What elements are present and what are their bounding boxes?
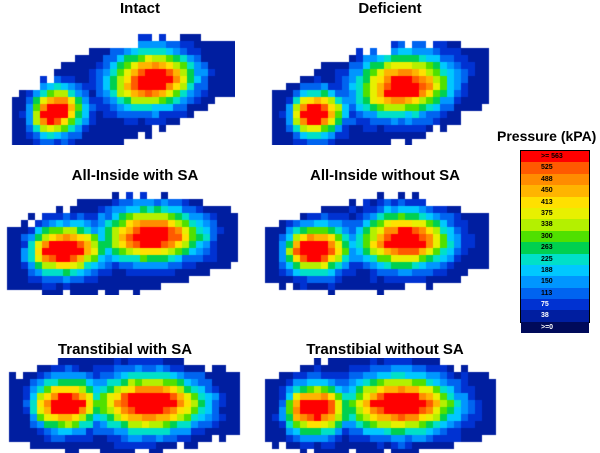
legend-label: 413 <box>541 198 553 206</box>
legend-swatch: 150 <box>521 276 589 288</box>
legend-label: 263 <box>541 244 553 252</box>
panel-title-allinside-without: All-Inside without SA <box>310 167 460 184</box>
legend-colorbar: >= 563 525 488 450 413 375 338 300 263 225 188 150 1… <box>520 150 590 334</box>
legend-swatch: 113 <box>521 287 589 300</box>
legend-label: 113 <box>541 289 553 297</box>
legend-label: 450 <box>541 187 553 195</box>
pressure-map-allinside-without <box>258 185 498 295</box>
legend-label: 150 <box>541 278 553 286</box>
legend-swatch: 263 <box>521 242 589 254</box>
legend-label: 225 <box>541 255 553 263</box>
legend-label: 38 <box>541 312 549 320</box>
pressure-map-deficient <box>265 20 495 145</box>
legend-label: 300 <box>541 232 553 240</box>
legend-label: 488 <box>541 175 553 183</box>
panel-title-deficient: Deficient <box>358 0 422 17</box>
panel-title-transtibial-without: Transtibial without SA <box>306 341 464 358</box>
legend-swatch: 413 <box>521 196 589 208</box>
panel-title-intact: Intact <box>119 0 160 17</box>
legend-swatch: 488 <box>521 173 589 186</box>
legend-swatch: 300 <box>521 230 589 243</box>
pressure-map-transtibial-without <box>258 358 498 453</box>
legend-swatch: 525 <box>521 162 589 174</box>
pressure-map-allinside-with <box>0 185 240 295</box>
panel-title-transtibial-with: Transtibial with SA <box>57 341 193 358</box>
legend-label: >=0 <box>541 323 554 331</box>
legend-swatch: >=0 <box>521 321 589 334</box>
pressure-map-intact <box>5 20 235 145</box>
pressure-map-transtibial-with <box>2 358 242 453</box>
panel-title-allinside-with: All-Inside with SA <box>71 167 199 184</box>
legend-swatch: 225 <box>521 253 589 265</box>
legend-label: >= 563 <box>541 153 563 160</box>
legend-swatch: 38 <box>521 310 589 322</box>
legend-title: Pressure (kPA) <box>497 128 597 144</box>
legend-swatch: 188 <box>521 264 589 277</box>
legend-swatch: 450 <box>521 185 589 197</box>
legend-label: 525 <box>541 164 553 172</box>
legend-swatch: 375 <box>521 207 589 220</box>
legend-swatch: 338 <box>521 219 589 231</box>
legend-label: 338 <box>541 221 553 229</box>
legend-swatch: 75 <box>521 299 589 311</box>
legend-label: 188 <box>541 266 553 274</box>
legend-label: 75 <box>541 301 549 309</box>
legend-label: 375 <box>541 209 553 217</box>
legend-swatch: >= 563 <box>521 151 589 163</box>
